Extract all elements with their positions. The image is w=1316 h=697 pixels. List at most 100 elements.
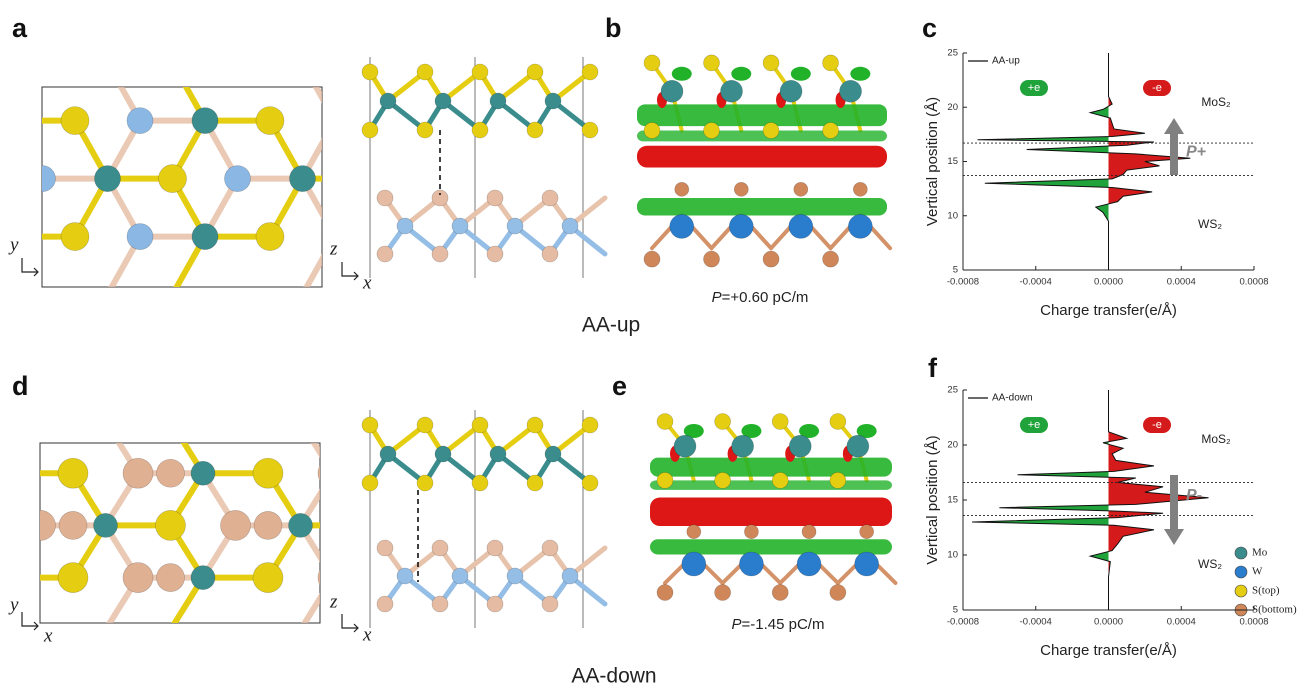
atom [416,121,434,139]
atom [643,250,661,268]
density-band [637,145,887,168]
atom [434,445,452,463]
layer-label: WS₂ [1198,217,1222,231]
atom [190,460,216,486]
side-view [361,57,608,278]
bond [595,179,628,237]
density-band [650,457,892,477]
density-band [650,539,892,555]
atom [155,510,186,541]
bond [312,87,322,104]
legend-swatch [1234,584,1248,598]
atom [561,217,579,235]
atom [321,117,322,124]
atom [396,217,414,235]
polarization-label: P- [1186,487,1202,504]
atom [434,92,452,110]
atom [581,474,599,492]
atom [549,165,577,193]
atom [471,474,489,492]
coord-label: x [362,624,372,645]
coord-label: x [362,272,372,293]
x-tick-label: 0.0000 [1094,617,1123,628]
positive-area [1108,53,1191,270]
atom [714,413,731,430]
atom [255,106,285,135]
atom [546,510,576,540]
atom [93,513,118,538]
legend-label: AA-down [992,393,1033,404]
bond [0,121,10,179]
bond [310,443,320,459]
atom [714,584,731,601]
atom [416,510,446,540]
atom [611,510,641,540]
y-tick-label: 10 [947,210,958,221]
positive-area [1108,390,1209,610]
atom [728,214,754,239]
atom [40,510,56,541]
atom [361,63,379,81]
atom [846,434,870,458]
bond [40,518,44,529]
coord-arrow [21,612,39,631]
polarization-label: P+ [1186,144,1206,161]
atom [489,445,507,463]
atom [416,474,434,492]
atom [822,122,839,139]
x-axis-label: Charge transfer(e/Å) [1040,302,1177,319]
arrow-head [1164,118,1184,134]
legend-label: AA-up [992,56,1020,67]
panel-label: e [612,371,627,401]
bond [0,578,8,630]
panel-label: f [928,353,938,383]
layer-label: MoS₂ [1201,95,1231,109]
atom [158,164,187,193]
atom [762,250,780,268]
atom [354,165,382,193]
atom [561,567,579,585]
atom [720,79,743,103]
atom [156,563,185,592]
bond [0,63,10,121]
charge-density [637,54,893,268]
atom [351,510,381,540]
atom [541,189,559,207]
atom [191,107,219,134]
x-tick-label: 0.0004 [1167,277,1196,288]
atom [489,92,507,110]
atom [420,166,446,192]
atom [60,222,90,251]
legend-label: S(top) [1252,585,1280,597]
atom [581,63,599,81]
atom [361,121,379,139]
panel-label: a [12,13,28,43]
atom [660,79,684,103]
atom [0,461,20,485]
polarization: P=+0.60 pC/m [712,289,809,306]
atom [376,245,394,263]
atom [526,416,544,434]
atom [829,472,847,489]
atom [714,472,731,489]
x-tick-label: 0.0000 [1094,277,1123,288]
atom [771,584,789,601]
atom [853,182,868,197]
atom [506,567,524,585]
structure-name: AA-down [571,665,656,688]
bond [368,179,401,237]
atom [156,458,185,488]
atom [191,223,219,250]
legend-label: S(bottom) [1252,604,1297,616]
bond [496,473,529,525]
atom [431,595,449,613]
atom [731,434,754,458]
y-tick-label: 15 [947,156,958,167]
atom [703,250,720,268]
atom [733,182,749,197]
top-view [0,443,641,630]
atom [486,595,504,613]
density-band [650,497,892,526]
atom [431,245,449,263]
x-tick-label: -0.0008 [947,617,979,628]
